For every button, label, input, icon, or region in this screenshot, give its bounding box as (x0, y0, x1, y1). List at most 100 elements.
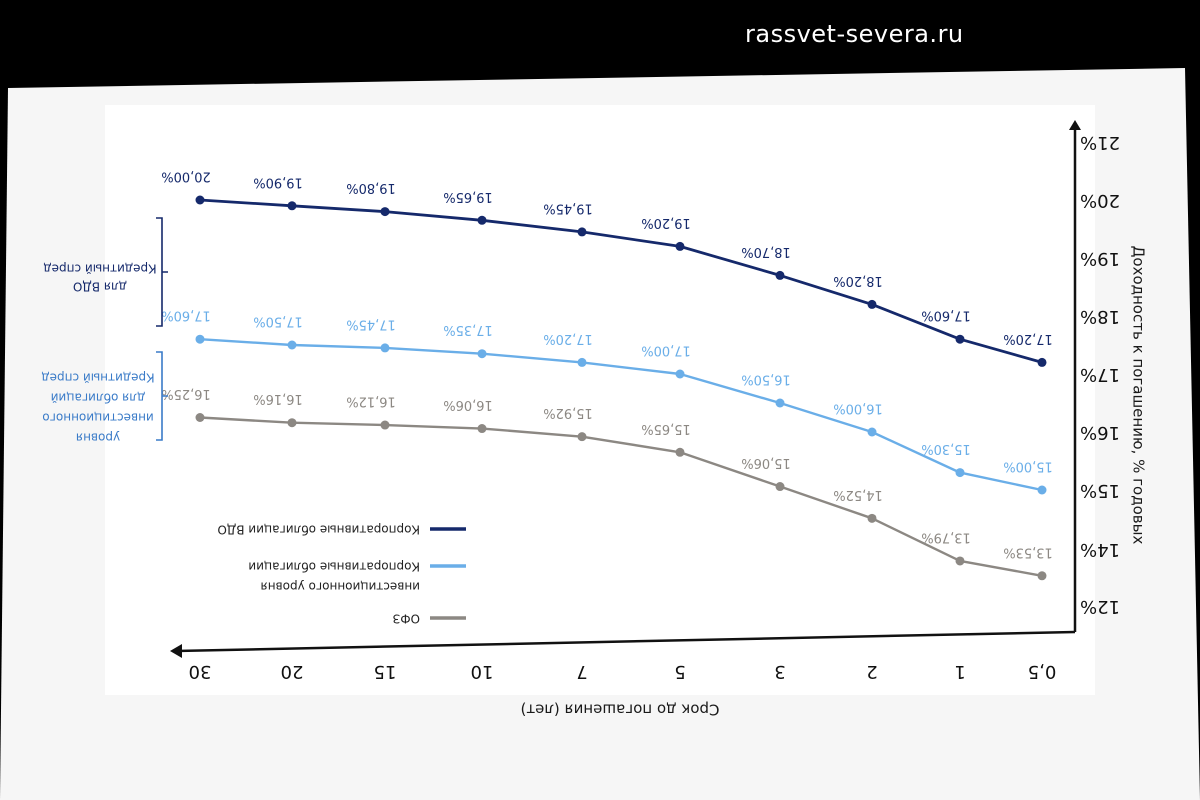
data-label: 19,80% (346, 180, 396, 195)
data-point (675, 369, 685, 379)
data-point (380, 420, 390, 430)
watermark-text: rassvet-severa.ru (745, 20, 964, 48)
data-point (955, 334, 965, 344)
data-point (1037, 357, 1047, 367)
data-label: 16,12% (346, 394, 396, 409)
data-point (477, 349, 487, 359)
series-line (199, 198, 1043, 364)
y-tick-label: 20% (1080, 190, 1120, 211)
data-point (195, 334, 205, 344)
legend-label: Корпоративные облигации ВДО (217, 523, 420, 537)
x-tick-label: 2 (866, 661, 877, 682)
x-tick-label: 30 (189, 661, 212, 682)
data-label: 16,50% (741, 372, 791, 387)
data-point (380, 343, 390, 353)
series-layer (195, 195, 1047, 581)
data-label: 17,20% (1003, 331, 1053, 346)
y-tick-label: 15% (1080, 480, 1120, 501)
data-point (955, 556, 965, 566)
x-axis-arrow (170, 644, 182, 658)
data-label: 15,30% (921, 441, 971, 456)
x-tick-label: 15 (374, 661, 397, 682)
data-point (775, 398, 785, 408)
data-point (775, 482, 785, 492)
data-label: 15,65% (641, 421, 691, 436)
data-label: 16,06% (443, 397, 493, 412)
data-label: 16,00% (833, 401, 883, 416)
data-point (577, 432, 587, 442)
x-tick-label: 10 (471, 661, 494, 682)
data-point (867, 427, 877, 437)
data-label: 19,90% (253, 174, 303, 189)
annotation-text: Кредитный спред (41, 371, 154, 385)
x-tick-label: 5 (674, 661, 685, 682)
data-label: 17,20% (543, 331, 593, 346)
data-label: 15,00% (1003, 459, 1053, 474)
legend-label: Корпоративные облигации (248, 560, 420, 574)
data-label: 16,16% (253, 391, 303, 406)
data-point (675, 241, 685, 251)
x-tick-label: 20 (281, 661, 304, 682)
y-tick-label: 16% (1080, 422, 1120, 443)
data-point (287, 201, 297, 211)
data-label: 19,20% (641, 215, 691, 230)
y-tick-label: 14% (1080, 539, 1120, 560)
brace-ig (156, 351, 168, 441)
y-tick-label: 17% (1080, 364, 1120, 385)
chart-axes: 12% 14% 15% 16% 17% 18% 19% 20% 21% 0,5 1 2 3 5 7 10 15 2… (170, 120, 1148, 719)
y-axis-title: Доходность к погашению, % годовых (1130, 246, 1148, 545)
data-point (287, 418, 297, 428)
data-point (577, 227, 587, 237)
data-label: 17,45% (346, 316, 396, 331)
data-label: 18,70% (741, 244, 791, 259)
legend-label: инвестиционного уровня (260, 580, 420, 594)
data-label: 15,92% (543, 405, 593, 420)
series-line (199, 338, 1043, 492)
data-label: 19,65% (443, 189, 493, 204)
x-tick-label: 0,5 (1028, 661, 1057, 682)
data-label: 14,52% (833, 487, 883, 502)
data-point (775, 270, 785, 280)
annotation-text: инвестиционного (42, 411, 153, 425)
data-point (380, 207, 390, 217)
series-line (199, 416, 1043, 577)
x-tick-label: 1 (954, 661, 965, 682)
data-label: 17,00% (641, 343, 691, 358)
annotation-text: для ВДО (73, 280, 127, 294)
x-axis-line (175, 630, 1076, 653)
data-point (675, 447, 685, 457)
chart-legend: Корпоративные облигации ВДО Корпоративные… (217, 523, 466, 626)
data-label: 13,53% (1003, 544, 1053, 559)
data-label: 15,06% (741, 455, 791, 470)
data-label: 20,00% (161, 169, 211, 184)
y-tick-label: 21% (1080, 132, 1120, 153)
data-label: 17,50% (253, 314, 303, 329)
data-label: 18,20% (833, 273, 883, 288)
annotation-text: для облигаций (51, 391, 146, 405)
data-point (477, 424, 487, 434)
data-point (195, 413, 205, 422)
data-point (867, 513, 877, 523)
annotation-text: Кредитный спред (43, 262, 156, 276)
data-label: 19,45% (543, 200, 593, 215)
data-label: 17,60% (921, 308, 971, 323)
data-point (1037, 485, 1047, 495)
data-label: 16,25% (161, 386, 211, 401)
data-point (287, 340, 297, 350)
data-point (577, 357, 587, 367)
brace-vdo (156, 217, 168, 327)
y-tick-label: 19% (1080, 248, 1120, 269)
annotation-text: уровня (76, 431, 120, 445)
data-point (1037, 571, 1047, 581)
data-point (867, 299, 877, 309)
y-tick-label: 18% (1080, 306, 1120, 327)
data-label: 17,60% (161, 308, 211, 323)
point-labels-layer: 17,20% 17,60% 18,20% 18,70% 19,20% 19,45% 19,6… (161, 169, 1053, 560)
data-point (955, 468, 965, 478)
spread-annotations: Кредитный спред для ВДО Кредитный спред для… (41, 217, 168, 445)
data-label: 17,35% (443, 322, 493, 337)
x-axis-title: Срок до погашения (лет) (521, 701, 720, 719)
legend-label: ОФЗ (393, 612, 420, 626)
